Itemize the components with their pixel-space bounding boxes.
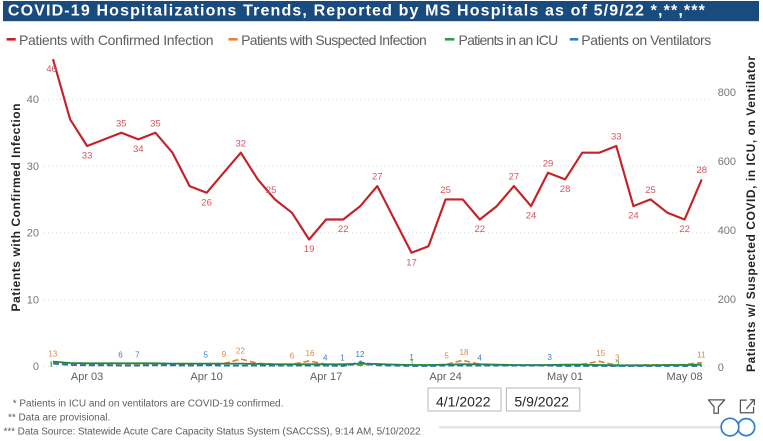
svg-text:200: 200 xyxy=(718,294,736,306)
svg-text:600: 600 xyxy=(718,156,736,168)
svg-text:34: 34 xyxy=(133,144,144,155)
svg-text:7: 7 xyxy=(135,350,140,359)
svg-text:3: 3 xyxy=(615,354,620,363)
svg-text:6: 6 xyxy=(118,350,123,359)
svg-text:27: 27 xyxy=(372,172,383,183)
svg-text:22: 22 xyxy=(338,224,349,235)
svg-text:30: 30 xyxy=(27,161,39,173)
svg-text:** Data are provisional.: ** Data are provisional. xyxy=(8,413,110,424)
svg-text:24: 24 xyxy=(526,211,537,222)
svg-text:33: 33 xyxy=(82,151,93,162)
svg-text:15: 15 xyxy=(596,349,605,358)
svg-text:40: 40 xyxy=(27,94,39,106)
svg-text:Patients with Suspected Infect: Patients with Suspected Infection xyxy=(241,32,427,48)
svg-text:17: 17 xyxy=(406,257,417,268)
svg-text:Patients on Ventilators: Patients on Ventilators xyxy=(581,32,711,48)
svg-text:Apr 24: Apr 24 xyxy=(429,371,461,383)
svg-text:5: 5 xyxy=(203,350,208,359)
svg-text:4/1/2022: 4/1/2022 xyxy=(436,393,491,409)
svg-text:5: 5 xyxy=(444,352,449,361)
svg-text:9: 9 xyxy=(222,350,227,359)
svg-text:13: 13 xyxy=(48,350,57,359)
svg-text:May 08: May 08 xyxy=(667,371,703,383)
svg-text:28: 28 xyxy=(696,165,707,176)
svg-text:* Patients in ICU and on venti: * Patients in ICU and on ventilators are… xyxy=(13,399,284,410)
svg-text:800: 800 xyxy=(718,87,736,99)
svg-text:10: 10 xyxy=(27,295,39,307)
svg-text:24: 24 xyxy=(628,211,639,222)
svg-text:2: 2 xyxy=(615,359,620,368)
svg-text:22: 22 xyxy=(475,224,486,235)
svg-text:28: 28 xyxy=(560,184,571,195)
svg-text:1: 1 xyxy=(410,358,415,367)
svg-text:12: 12 xyxy=(356,350,365,359)
svg-text:26: 26 xyxy=(201,197,212,208)
svg-text:3: 3 xyxy=(547,353,552,362)
svg-text:25: 25 xyxy=(266,185,277,196)
svg-text:1: 1 xyxy=(340,353,345,362)
svg-text:4: 4 xyxy=(323,353,328,362)
svg-text:46: 46 xyxy=(46,64,57,75)
svg-text:0: 0 xyxy=(33,361,39,373)
svg-text:32: 32 xyxy=(236,138,247,149)
svg-text:27: 27 xyxy=(509,172,520,183)
svg-text:25: 25 xyxy=(440,185,451,196)
svg-text:16: 16 xyxy=(306,349,315,358)
svg-text:29: 29 xyxy=(543,158,554,169)
svg-text:Apr 17: Apr 17 xyxy=(310,371,342,383)
svg-text:May 01: May 01 xyxy=(547,371,583,383)
svg-text:22: 22 xyxy=(236,346,245,355)
svg-text:35: 35 xyxy=(150,118,161,129)
svg-text:18: 18 xyxy=(460,348,469,357)
svg-text:Patients with Confirmed Infect: Patients with Confirmed Infection xyxy=(9,104,23,312)
svg-text:Apr 10: Apr 10 xyxy=(190,371,222,383)
svg-text:Apr 03: Apr 03 xyxy=(71,371,103,383)
svg-text:Patients with Confirmed Infect: Patients with Confirmed Infection xyxy=(19,32,214,48)
svg-text:Patients in an ICU: Patients in an ICU xyxy=(459,32,559,48)
svg-text:4: 4 xyxy=(477,354,482,363)
svg-text:6: 6 xyxy=(358,359,363,368)
svg-text:19: 19 xyxy=(304,244,315,255)
svg-text:1: 1 xyxy=(409,353,414,362)
svg-text:11: 11 xyxy=(697,350,706,359)
svg-text:22: 22 xyxy=(679,224,690,235)
svg-text:5/9/2022: 5/9/2022 xyxy=(514,393,569,409)
svg-text:*** Data Source: Statewide Acu: *** Data Source: Statewide Acute Care Ca… xyxy=(4,427,421,438)
svg-text:35: 35 xyxy=(116,118,127,129)
svg-text:400: 400 xyxy=(718,225,736,237)
svg-text:COVID-19 Hospitalizations Tren: COVID-19 Hospitalizations Trends, Report… xyxy=(8,3,706,20)
svg-text:20: 20 xyxy=(27,228,39,240)
svg-text:0: 0 xyxy=(718,362,724,374)
svg-text:6: 6 xyxy=(290,352,295,361)
svg-text:25: 25 xyxy=(645,185,656,196)
svg-text:Patients w/ Suspected COVID, i: Patients w/ Suspected COVID, in ICU, on … xyxy=(744,56,758,372)
svg-text:33: 33 xyxy=(611,132,622,143)
